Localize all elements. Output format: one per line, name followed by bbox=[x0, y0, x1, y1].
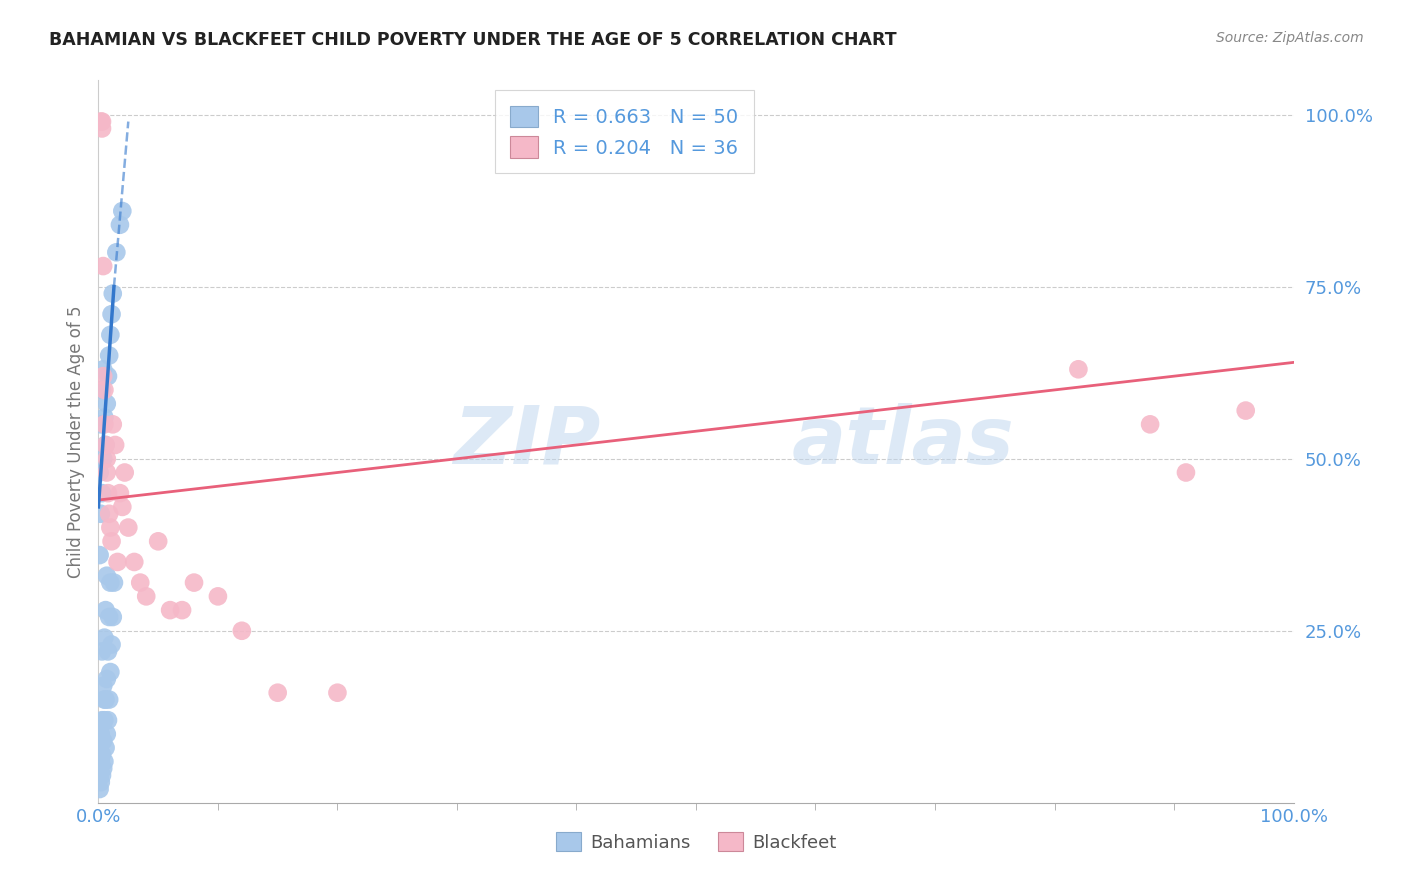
Point bbox=[172, 603, 194, 617]
Point bbox=[90, 507, 112, 521]
Point bbox=[114, 466, 136, 480]
Legend: Bahamians, Blackfeet: Bahamians, Blackfeet bbox=[548, 824, 844, 859]
Point bbox=[90, 727, 112, 741]
Point bbox=[91, 747, 114, 762]
Point bbox=[98, 575, 122, 590]
Point bbox=[93, 383, 115, 397]
Point bbox=[94, 438, 117, 452]
Point bbox=[94, 740, 117, 755]
Point bbox=[129, 575, 152, 590]
Point bbox=[91, 644, 114, 658]
Point bbox=[91, 114, 114, 128]
Point bbox=[101, 417, 124, 432]
Point bbox=[90, 775, 112, 789]
Point bbox=[89, 466, 111, 480]
Point bbox=[93, 692, 115, 706]
Point bbox=[98, 610, 121, 624]
Point bbox=[267, 686, 290, 700]
Point bbox=[159, 603, 181, 617]
Point bbox=[91, 259, 114, 273]
Point bbox=[101, 610, 124, 624]
Point bbox=[97, 644, 120, 658]
Point bbox=[96, 727, 118, 741]
Point bbox=[104, 438, 127, 452]
Point bbox=[91, 486, 114, 500]
Point bbox=[207, 590, 229, 604]
Point bbox=[96, 451, 118, 466]
Point bbox=[91, 451, 114, 466]
Point bbox=[89, 782, 111, 797]
Point bbox=[97, 713, 120, 727]
Text: ZIP: ZIP bbox=[453, 402, 600, 481]
Point bbox=[326, 686, 349, 700]
Point bbox=[96, 672, 118, 686]
Point bbox=[100, 307, 122, 321]
Point bbox=[93, 713, 115, 727]
Point bbox=[96, 568, 118, 582]
Point bbox=[97, 369, 120, 384]
Point bbox=[91, 768, 114, 782]
Point bbox=[91, 383, 114, 397]
Point bbox=[89, 548, 111, 562]
Y-axis label: Child Poverty Under the Age of 5: Child Poverty Under the Age of 5 bbox=[66, 305, 84, 578]
Point bbox=[1067, 362, 1090, 376]
Point bbox=[98, 692, 121, 706]
Point bbox=[90, 755, 112, 769]
Point bbox=[231, 624, 253, 638]
Point bbox=[107, 555, 129, 569]
Point bbox=[98, 349, 121, 363]
Point bbox=[117, 520, 139, 534]
Point bbox=[1139, 417, 1161, 432]
Point bbox=[96, 397, 118, 411]
Point bbox=[93, 631, 115, 645]
Point bbox=[124, 555, 146, 569]
Point bbox=[98, 327, 122, 342]
Point bbox=[91, 761, 114, 775]
Text: Source: ZipAtlas.com: Source: ZipAtlas.com bbox=[1216, 31, 1364, 45]
Point bbox=[108, 218, 131, 232]
Point bbox=[94, 438, 117, 452]
Point bbox=[96, 466, 118, 480]
Point bbox=[183, 575, 205, 590]
Point bbox=[91, 713, 114, 727]
Point bbox=[94, 692, 117, 706]
Point bbox=[91, 734, 114, 748]
Point bbox=[97, 486, 120, 500]
Point bbox=[91, 679, 114, 693]
Point bbox=[90, 417, 112, 432]
Point bbox=[98, 520, 122, 534]
Point bbox=[101, 286, 124, 301]
Text: atlas: atlas bbox=[792, 402, 1014, 481]
Point bbox=[108, 486, 131, 500]
Point bbox=[94, 603, 117, 617]
Text: BAHAMIAN VS BLACKFEET CHILD POVERTY UNDER THE AGE OF 5 CORRELATION CHART: BAHAMIAN VS BLACKFEET CHILD POVERTY UNDE… bbox=[49, 31, 897, 49]
Point bbox=[98, 665, 122, 679]
Point bbox=[91, 121, 114, 136]
Point bbox=[111, 204, 134, 219]
Point bbox=[90, 114, 112, 128]
Point bbox=[148, 534, 170, 549]
Point bbox=[135, 590, 157, 604]
Point bbox=[93, 410, 115, 425]
Point bbox=[91, 369, 114, 384]
Point bbox=[1175, 466, 1198, 480]
Point bbox=[91, 362, 114, 376]
Point bbox=[98, 507, 121, 521]
Point bbox=[100, 638, 122, 652]
Point bbox=[105, 245, 128, 260]
Point bbox=[93, 417, 115, 432]
Point bbox=[100, 534, 122, 549]
Point bbox=[89, 768, 111, 782]
Point bbox=[1234, 403, 1257, 417]
Point bbox=[111, 500, 134, 514]
Point bbox=[93, 755, 115, 769]
Point bbox=[103, 575, 125, 590]
